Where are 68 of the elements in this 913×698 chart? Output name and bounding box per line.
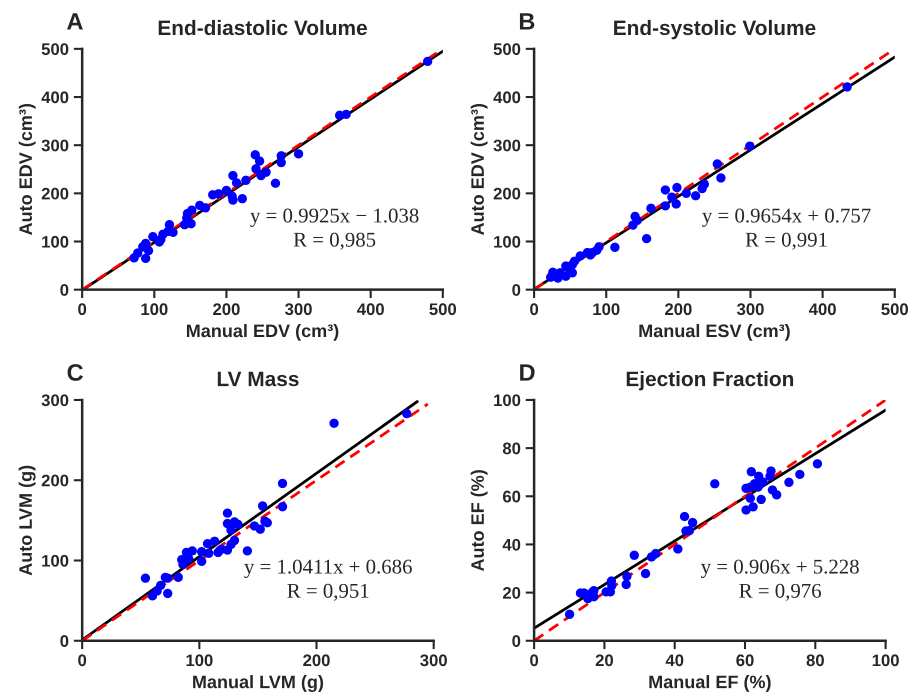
x-tick-label: 0 [530,654,538,666]
x-tick-label: 0 [78,654,86,666]
y-axis-title: Auto LVM (g) [18,466,36,576]
y-tick-label: 100 [494,394,520,406]
x-tick-label: 0 [530,303,538,316]
y-tick-label: 300 [42,394,68,406]
y-axis-title: Auto EDV (cm³) [18,104,36,236]
x-tick-label: 500 [429,303,456,316]
annotation: y = 0.9925x − 1.038 [250,208,418,227]
text: B [520,13,534,30]
x-tick-label: 100 [593,303,620,316]
x-tick-label: 400 [808,303,836,316]
x-tick-label: 20 [596,654,613,666]
x-tick-label: 100 [186,654,213,666]
x-tick-label: 200 [213,303,240,316]
y-tick-label: 500 [494,43,520,56]
y-tick-label: 200 [494,188,520,200]
y-tick-label: 100 [494,236,520,248]
chart-title: End-systolic Volume [614,20,816,40]
y-tick-label: 80 [502,442,520,454]
text: C [68,364,84,381]
y-tick-label: 400 [41,91,68,104]
y-tick-label: 300 [493,140,520,152]
annotation: R = 0,951 [287,584,368,601]
x-tick-label: 100 [872,654,899,666]
annotation: R = 0,991 [746,232,827,250]
x-axis-title: Manual LVM (g) [193,675,324,692]
chart-title: End-diastolic Volume [158,20,367,36]
y-tick-label: 60 [502,490,520,502]
text: A [67,13,83,30]
x-tick-label: 200 [665,303,692,316]
y-tick-label: 200 [42,474,68,486]
chart-title: Ejection Fraction [626,370,794,390]
y-tick-label: 200 [42,188,68,200]
x-tick-label: 40 [666,654,684,666]
x-axis-title: Manual ESV (cm³) [639,324,790,341]
y-tick-label: 400 [493,91,520,104]
x-axis-title: Manual EDV (cm³) [186,324,338,341]
y-axis-title: Auto EDV (cm³) [470,104,488,236]
chart-title: LV Mass [218,372,299,386]
y-tick-label: 0 [512,635,520,647]
x-tick-label: 100 [141,303,168,316]
y-tick-label: 20 [502,587,520,599]
x-tick-label: 300 [285,303,312,316]
x-tick-label: 60 [736,654,754,666]
annotation: R = 0,985 [294,232,376,250]
x-tick-label: 80 [806,654,824,666]
y-tick-label: 500 [42,43,68,56]
y-axis-title: Auto EF (%) [470,470,488,572]
y-tick-label: 100 [42,554,68,567]
y-tick-label: 300 [42,140,68,152]
annotation: R = 0,976 [739,584,822,601]
y-tick-label: 0 [60,284,68,296]
x-tick-label: 400 [357,303,384,316]
x-tick-label: 500 [881,303,908,316]
x-tick-label: 300 [736,303,764,316]
y-tick-label: 40 [502,538,520,551]
x-tick-label: 300 [420,654,447,666]
annotation: y = 0.906x + 5.228 [700,560,859,578]
x-tick-label: 200 [303,654,330,666]
annotation: y = 0.9654x + 0.757 [702,208,871,227]
annotation: y = 1.0411x + 0.686 [244,560,412,578]
text: D [520,364,535,381]
y-tick-label: 100 [42,236,68,248]
y-tick-label: 0 [60,635,68,647]
x-tick-label: 0 [78,303,86,316]
x-axis-title: Manual EF (%) [649,675,771,692]
y-tick-label: 0 [512,284,520,296]
